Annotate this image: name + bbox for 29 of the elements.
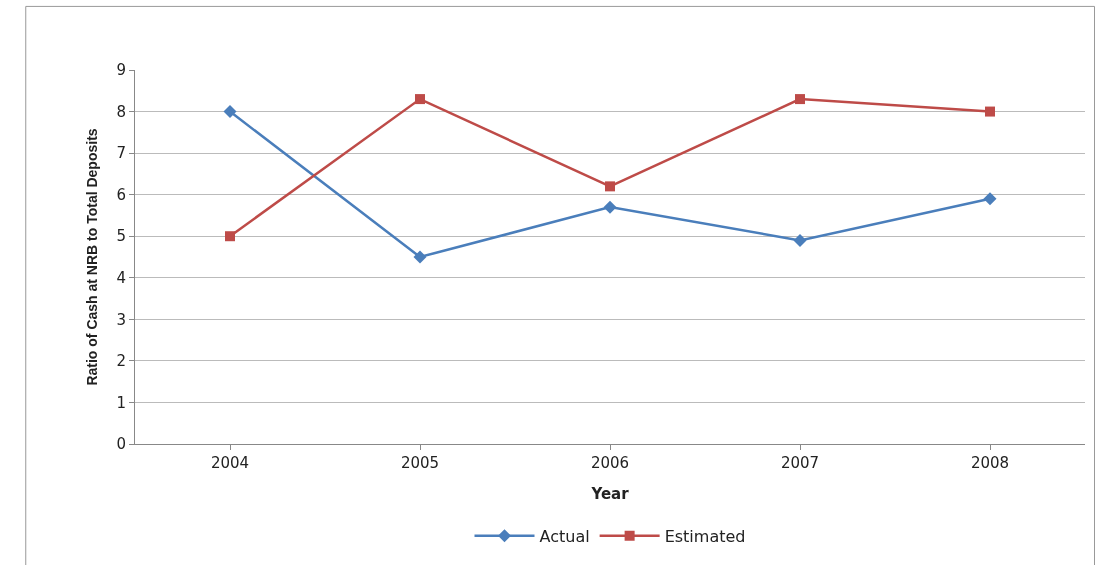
x-tick-label: 2007: [780, 454, 820, 472]
y-tick-label: 4: [116, 269, 126, 288]
point: [415, 94, 425, 105]
point: [225, 231, 235, 242]
y-tick-label: 8: [116, 102, 126, 121]
x-tick-label: 2006: [590, 454, 630, 472]
point: [793, 233, 807, 247]
legend-label: Actual: [539, 526, 590, 546]
y-axis-title: Ratio of Cash at NRB to Total Deposits: [84, 128, 100, 386]
point: [985, 106, 995, 117]
x-tick-label: 2008: [970, 454, 1010, 472]
point: [603, 200, 617, 214]
x-tick-label: 2005: [400, 454, 440, 472]
y-tick-label: 6: [116, 185, 126, 204]
x-tick-label: 2004: [210, 454, 250, 472]
y-tick-label: 7: [116, 144, 126, 163]
y-tick-label: 2: [116, 352, 126, 371]
point: [983, 192, 997, 206]
point: [223, 105, 237, 119]
point: [413, 250, 427, 264]
point: [605, 181, 615, 192]
legend-label: Estimated: [664, 526, 746, 546]
y-tick-label: 9: [116, 61, 126, 80]
x-axis-title: Year: [590, 485, 630, 503]
y-tick-label: 1: [116, 393, 126, 412]
y-tick-label: 3: [116, 310, 126, 329]
y-tick-label: 5: [116, 227, 126, 246]
y-tick-label: 0: [116, 435, 126, 454]
point: [795, 94, 805, 105]
